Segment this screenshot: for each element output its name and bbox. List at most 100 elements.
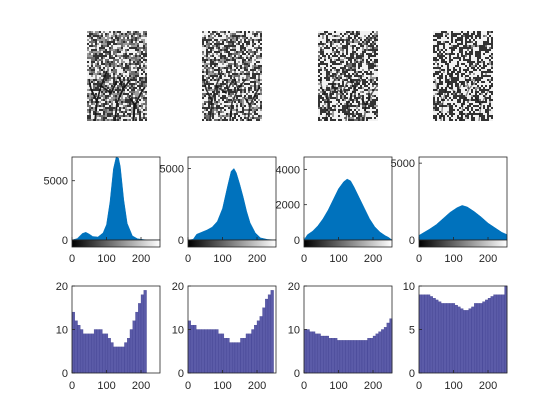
grayscale-colorbar bbox=[418, 239, 508, 248]
histogram-bar bbox=[218, 333, 222, 374]
image-noise-light bbox=[318, 31, 378, 121]
histogram-bar bbox=[248, 333, 252, 374]
histogram-bar bbox=[240, 338, 244, 374]
histogram-bar bbox=[312, 331, 316, 374]
histogram-bar bbox=[102, 333, 106, 374]
histogram-bar bbox=[201, 329, 205, 374]
histogram-bar bbox=[361, 340, 365, 374]
x-tick-label: 0 bbox=[416, 253, 422, 265]
grayscale-colorbar bbox=[303, 239, 393, 248]
histogram-bar bbox=[424, 294, 428, 374]
histogram-area bbox=[418, 205, 508, 241]
noisy-image-4 bbox=[433, 31, 493, 121]
histogram-bar bbox=[460, 308, 464, 374]
histogram-bar bbox=[196, 329, 200, 374]
histogram-bar bbox=[71, 311, 75, 374]
histogram-bar bbox=[265, 298, 269, 374]
image-noise-dark bbox=[318, 31, 378, 121]
histogram-bar bbox=[421, 294, 425, 374]
histogram-bar bbox=[215, 329, 219, 374]
histogram-bar bbox=[471, 306, 475, 374]
x-tick-label: 100 bbox=[329, 253, 347, 265]
histogram-bar bbox=[427, 294, 431, 374]
histogram-bar bbox=[124, 342, 128, 374]
y-tick-label: 5000 bbox=[160, 163, 184, 175]
x-tick-label: 0 bbox=[69, 253, 75, 265]
histogram-bar bbox=[104, 333, 109, 374]
histogram-bar bbox=[232, 342, 236, 374]
image-branch bbox=[243, 96, 251, 106]
histogram-bar bbox=[256, 320, 260, 374]
histogram-bar bbox=[190, 324, 194, 374]
x-tick-label: 200 bbox=[132, 380, 150, 392]
x-tick-label: 100 bbox=[97, 253, 115, 265]
noisy-image-3 bbox=[318, 31, 378, 121]
histogram-bar bbox=[342, 340, 346, 374]
histogram-bar bbox=[339, 340, 343, 374]
histogram-bar bbox=[381, 329, 385, 374]
histogram-bar bbox=[116, 346, 120, 374]
image-branch bbox=[319, 78, 329, 102]
histogram-3: 0 2000 4000 0 100 200 bbox=[276, 156, 393, 265]
image-noise-light bbox=[433, 31, 493, 121]
histogram-bar bbox=[449, 303, 453, 374]
histogram-bar bbox=[187, 320, 191, 374]
histogram-bar bbox=[138, 303, 142, 374]
x-tick-label: 200 bbox=[248, 253, 266, 265]
histogram-bar bbox=[113, 346, 117, 374]
histogram-bar bbox=[438, 301, 442, 374]
histogram-bar bbox=[487, 298, 491, 374]
y-tick-label: 10 bbox=[403, 281, 415, 293]
histogram-area bbox=[71, 156, 160, 241]
histogram-bar bbox=[303, 329, 307, 374]
x-tick-label: 200 bbox=[248, 380, 266, 392]
x-tick-label: 200 bbox=[364, 380, 382, 392]
y-tick-label: 0 bbox=[62, 368, 68, 380]
histogram-bar bbox=[118, 346, 122, 374]
histogram-4: 0 5000 0 100 200 bbox=[391, 156, 508, 265]
image-branch bbox=[460, 78, 478, 121]
histogram-bar bbox=[476, 303, 480, 374]
y-tick-label: 0 bbox=[409, 368, 415, 380]
x-tick-label: 0 bbox=[301, 253, 307, 265]
y-tick-label: 0 bbox=[294, 368, 300, 380]
y-tick-label: 0 bbox=[62, 235, 68, 247]
image-branch bbox=[325, 70, 339, 121]
image-branch bbox=[359, 96, 367, 106]
y-tick-label: 20 bbox=[172, 281, 184, 293]
histogram-bar bbox=[270, 290, 274, 374]
noisy-image-2 bbox=[202, 31, 262, 121]
histogram-bar bbox=[267, 294, 271, 374]
x-tick-label: 100 bbox=[213, 253, 231, 265]
y-tick-label: 5000 bbox=[44, 176, 68, 188]
histogram-bar bbox=[121, 346, 125, 374]
histogram-bar bbox=[323, 335, 327, 374]
histogram-bar bbox=[85, 333, 89, 374]
histogram-bar bbox=[91, 333, 95, 374]
histogram-bar bbox=[129, 329, 133, 374]
y-tick-label: 10 bbox=[56, 325, 68, 337]
histogram-bar bbox=[429, 296, 433, 374]
x-tick-label: 200 bbox=[479, 253, 497, 265]
histogram-bar bbox=[251, 329, 255, 374]
histogram-bar bbox=[359, 340, 363, 374]
histogram-bar bbox=[82, 333, 86, 374]
histogram-bar bbox=[457, 306, 461, 374]
histogram-bar bbox=[226, 338, 230, 374]
image-branch bbox=[434, 78, 444, 102]
histogram-bar bbox=[383, 327, 387, 374]
image-branch bbox=[247, 86, 261, 121]
image-noise-light bbox=[202, 31, 262, 121]
histogram-bar bbox=[498, 294, 502, 374]
histogram-area bbox=[187, 168, 277, 241]
image-branch bbox=[478, 86, 492, 121]
image-branch bbox=[118, 76, 124, 90]
x-tick-label: 0 bbox=[69, 380, 75, 392]
image-branch bbox=[215, 80, 233, 95]
histogram-bar bbox=[234, 342, 238, 374]
image-noise-mid bbox=[87, 31, 147, 121]
image-branch bbox=[114, 78, 132, 121]
histogram-bar bbox=[386, 322, 390, 374]
